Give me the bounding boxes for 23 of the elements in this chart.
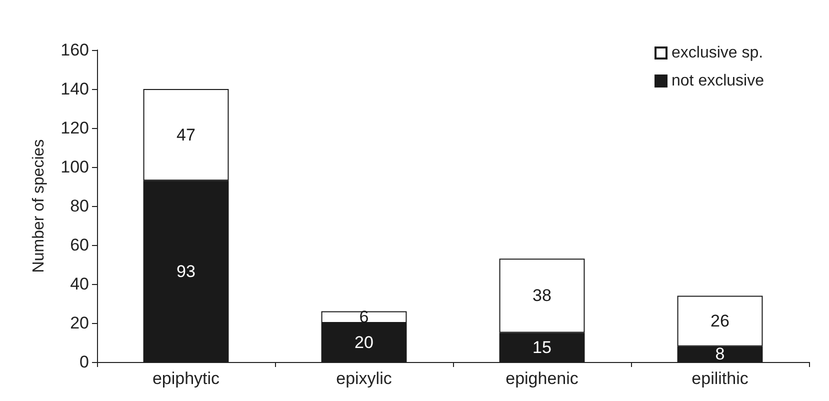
x-tick-label: epiphytic: [152, 369, 220, 388]
data-label: 93: [176, 262, 196, 281]
x-tick-label: epilithic: [692, 369, 749, 388]
x-tick-label: epighenic: [506, 369, 579, 388]
data-label: 15: [532, 338, 552, 357]
y-tick-label: 40: [70, 274, 89, 294]
data-label: 8: [715, 344, 725, 364]
y-tick-label: 0: [80, 352, 89, 372]
y-tick-label: 80: [70, 196, 89, 216]
y-axis-title: Number of species: [30, 139, 48, 273]
y-tick-label: 60: [70, 236, 89, 254]
data-label: 38: [532, 286, 552, 306]
data-label: 20: [354, 333, 374, 352]
y-tick-label: 100: [60, 158, 89, 176]
data-label: 47: [176, 125, 196, 144]
y-tick-label: 140: [60, 80, 89, 98]
y-tick-label: 20: [70, 314, 89, 332]
data-label: 26: [710, 312, 730, 331]
legend-label: exclusive sp.: [672, 44, 764, 62]
y-tick-label: 120: [60, 118, 89, 138]
x-tick-label: epixylic: [336, 369, 392, 388]
y-tick-label: 160: [60, 40, 89, 60]
legend-label: not exclusive: [672, 72, 764, 90]
